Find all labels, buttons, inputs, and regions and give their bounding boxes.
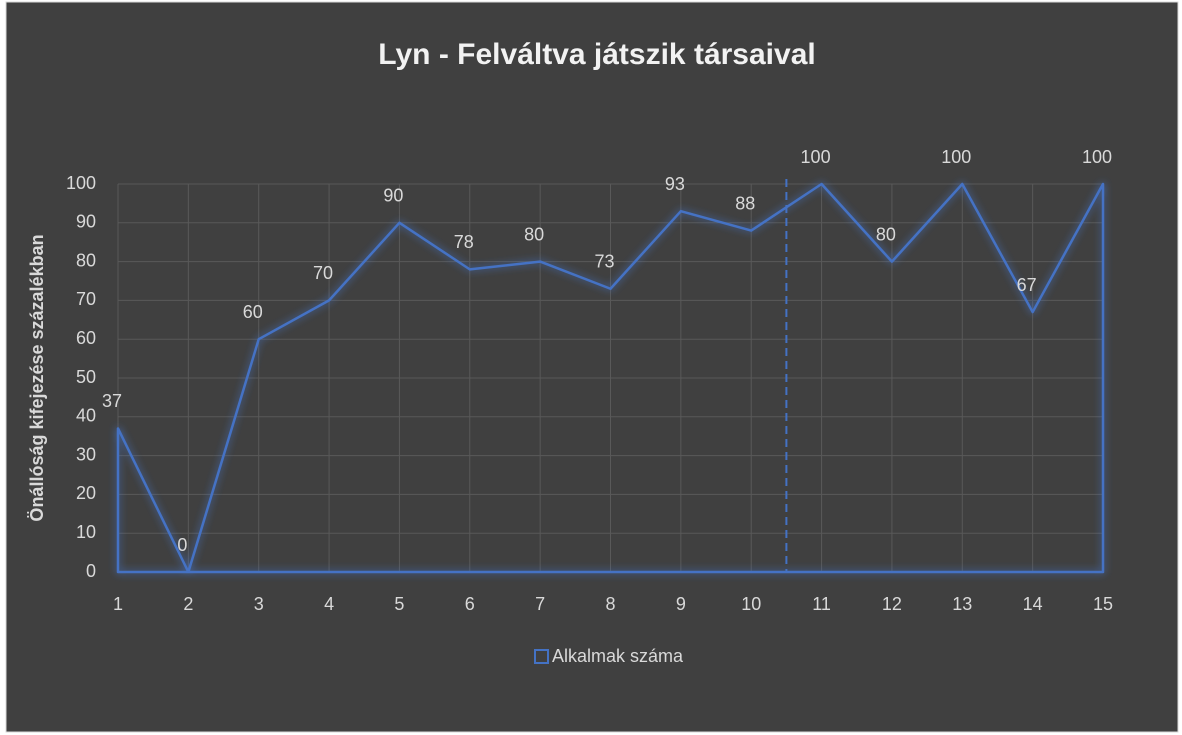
x-tick-label: 2 (183, 594, 193, 614)
chart-title: Lyn - Felváltva játszik társaival (378, 38, 815, 71)
x-tick-label: 15 (1093, 594, 1113, 614)
data-label: 70 (313, 263, 333, 283)
data-label: 93 (665, 174, 685, 194)
y-tick-label: 60 (76, 328, 96, 348)
y-tick-label: 80 (76, 250, 96, 270)
y-tick-label: 0 (86, 561, 96, 581)
data-label: 78 (454, 232, 474, 252)
y-tick-label: 100 (66, 173, 96, 193)
data-label: 100 (1082, 147, 1112, 167)
data-label: 60 (243, 302, 263, 322)
y-tick-label: 50 (76, 367, 96, 387)
chart-background (5, 1, 1179, 733)
y-tick-label: 90 (76, 212, 96, 232)
x-tick-label: 10 (741, 594, 761, 614)
data-label: 67 (1017, 275, 1037, 295)
y-tick-label: 40 (76, 406, 96, 426)
x-tick-label: 12 (882, 594, 902, 614)
area-outline (116, 182, 1105, 574)
x-tick-label: 6 (465, 594, 475, 614)
data-label: 80 (876, 224, 896, 244)
legend-label: Alkalmak száma (552, 646, 684, 666)
x-tick-label: 9 (676, 594, 686, 614)
x-tick-label: 1 (113, 594, 123, 614)
x-tick-label: 8 (605, 594, 615, 614)
x-tick-label: 4 (324, 594, 334, 614)
x-tick-label: 14 (1023, 594, 1043, 614)
y-tick-label: 70 (76, 289, 96, 309)
x-tick-label: 5 (394, 594, 404, 614)
data-label: 100 (941, 147, 971, 167)
data-label: 37 (102, 391, 122, 411)
data-label: 90 (383, 186, 403, 206)
y-tick-label: 20 (76, 483, 96, 503)
data-label: 88 (735, 193, 755, 213)
x-tick-label: 11 (812, 594, 831, 614)
x-tick-label: 13 (952, 594, 972, 614)
data-label: 73 (594, 252, 614, 272)
data-label: 80 (524, 224, 544, 244)
y-axis-label: Önállóság kifejezése százalékban (27, 234, 47, 521)
data-label: 100 (801, 147, 831, 167)
x-tick-label: 7 (535, 594, 545, 614)
data-label: 0 (177, 535, 187, 555)
y-tick-label: 30 (76, 444, 96, 464)
legend-swatch (534, 649, 549, 664)
y-tick-label: 10 (76, 522, 96, 542)
x-tick-label: 3 (254, 594, 264, 614)
